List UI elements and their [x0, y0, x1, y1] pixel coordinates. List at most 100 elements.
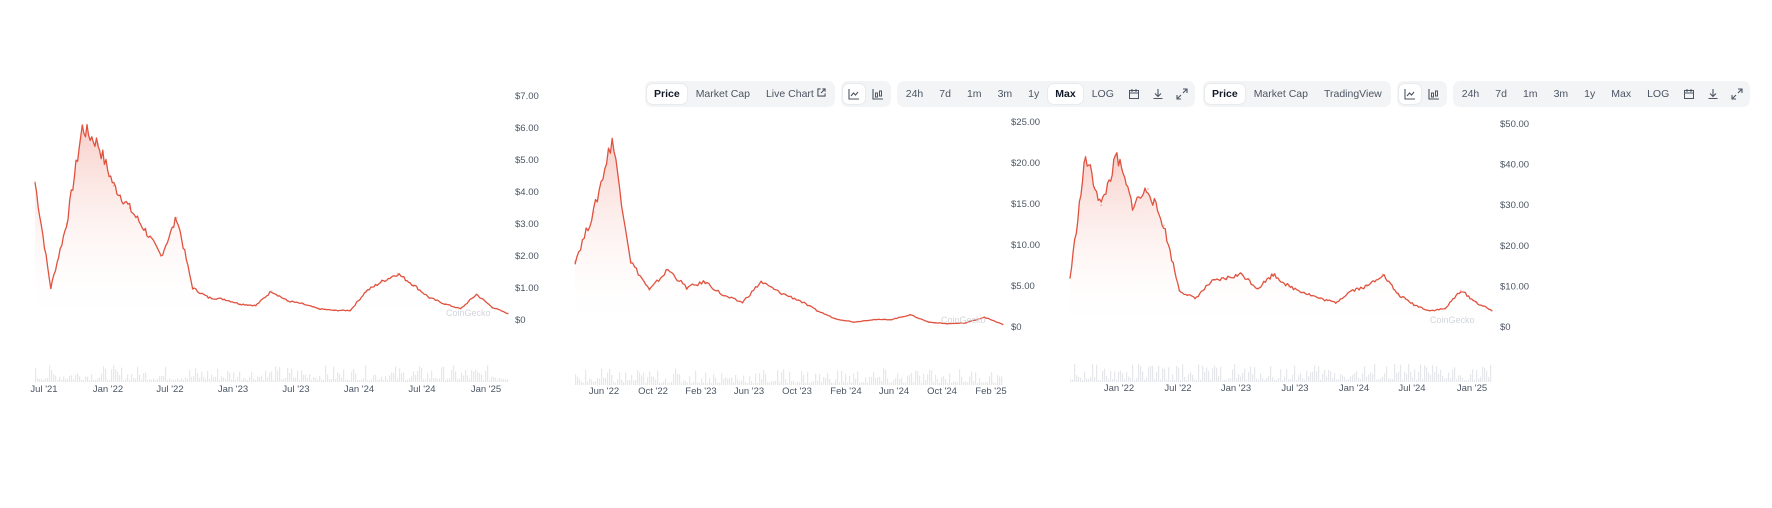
data-point	[65, 223, 68, 225]
data-point	[853, 321, 856, 324]
volume-bar	[1462, 377, 1464, 382]
range-24h[interactable]: 24h	[1461, 88, 1480, 100]
volume-bar	[1106, 375, 1108, 382]
volume-bar	[231, 379, 233, 382]
volume-bar	[677, 373, 679, 385]
line-chart-icon[interactable]	[1398, 84, 1421, 104]
tab-market-cap[interactable]: Market Cap	[695, 88, 750, 100]
volume-bar	[707, 383, 709, 385]
volume-bar	[791, 381, 793, 385]
volume-bar	[1460, 375, 1462, 382]
volume-bar	[1180, 380, 1182, 382]
volume-bar	[701, 378, 703, 385]
volume-bar	[833, 383, 835, 385]
tab-market-cap[interactable]: Market Cap	[1253, 88, 1308, 100]
range-max[interactable]: Max	[1048, 84, 1083, 104]
volume-bar	[1444, 378, 1446, 382]
data-point	[1397, 293, 1400, 296]
tab-tradingview[interactable]: TradingView	[1323, 88, 1382, 100]
data-point	[1084, 155, 1087, 158]
volume-bar	[483, 380, 485, 382]
line-chart-icon[interactable]	[842, 84, 865, 104]
y-tick-label: $0	[515, 315, 526, 326]
volume-bar	[1386, 366, 1388, 382]
volume-bar	[727, 378, 729, 385]
range-1y[interactable]: 1y	[1028, 88, 1040, 100]
data-point	[648, 289, 651, 292]
tab-price[interactable]: Price	[647, 84, 687, 104]
volume-bar	[191, 376, 193, 382]
volume-bar	[1366, 376, 1368, 382]
volume-bar	[1192, 374, 1194, 382]
data-point	[349, 309, 352, 312]
data-point	[128, 207, 131, 209]
volume-bar	[941, 377, 943, 385]
volume-bar	[1412, 377, 1414, 382]
volume-bar	[875, 378, 877, 385]
expand-icon[interactable]	[1171, 84, 1193, 104]
range-3m[interactable]: 3m	[1553, 88, 1569, 100]
data-point	[1225, 277, 1228, 280]
x-tick-label: Feb '25	[975, 386, 1006, 397]
range-3m[interactable]: 3m	[997, 88, 1013, 100]
volume-bar	[981, 382, 983, 385]
volume-bar	[1336, 379, 1338, 382]
calendar-icon[interactable]	[1123, 84, 1145, 104]
download-icon[interactable]	[1702, 84, 1724, 104]
volume-bar	[259, 377, 261, 382]
candlestick-chart-icon[interactable]	[867, 84, 889, 104]
range-max[interactable]: Max	[1611, 88, 1632, 100]
volume-bar	[1472, 369, 1474, 382]
volume-bar	[1226, 380, 1228, 382]
volume-bar	[1162, 367, 1164, 382]
x-tick-label: Feb '23	[685, 386, 716, 397]
range-1m[interactable]: 1m	[1522, 88, 1538, 100]
volume-bar	[1232, 369, 1234, 382]
volume-bar	[1430, 375, 1432, 382]
range-7d[interactable]: 7d	[1495, 88, 1507, 100]
volume-bar	[495, 377, 497, 382]
range-24h[interactable]: 24h	[905, 88, 924, 100]
tab-live-chart[interactable]: Live Chart	[759, 84, 833, 104]
download-icon[interactable]	[1147, 84, 1169, 104]
volume-bar	[273, 379, 275, 382]
calendar-icon[interactable]	[1678, 84, 1700, 104]
data-point	[1178, 289, 1181, 292]
volume-bar	[1124, 379, 1126, 382]
x-tick-label: Jul '24	[408, 384, 435, 395]
candlestick-chart-icon[interactable]	[1423, 84, 1445, 104]
volume-bar	[319, 376, 321, 382]
tab-price[interactable]: Price	[1205, 84, 1245, 104]
volume-bar	[131, 374, 133, 382]
volume-bar	[409, 378, 411, 382]
volume-bar	[1398, 371, 1400, 382]
data-point	[1350, 289, 1353, 292]
volume-bar	[453, 365, 455, 382]
volume-bar	[1134, 379, 1136, 382]
volume-bar	[905, 382, 907, 385]
volume-bar	[139, 374, 141, 382]
y-tick-label: $7.00	[515, 91, 539, 102]
range-log[interactable]: LOG	[1647, 88, 1670, 100]
volume-bar	[39, 379, 41, 382]
volume-bar	[607, 372, 609, 385]
volume-bar	[1414, 369, 1416, 382]
expand-icon[interactable]	[1726, 84, 1748, 104]
range-7d[interactable]: 7d	[939, 88, 951, 100]
volume-bar	[989, 376, 991, 385]
volume-bar	[957, 382, 959, 385]
volume-bar	[1374, 363, 1376, 382]
volume-bar	[1342, 375, 1344, 382]
volume-bar	[729, 378, 731, 385]
x-tick-label: Jan '24	[1339, 383, 1369, 394]
volume-bar	[81, 379, 83, 382]
volume-bar	[1094, 377, 1096, 382]
volume-bar	[935, 374, 937, 385]
range-1y[interactable]: 1y	[1584, 88, 1596, 100]
volume-bar	[593, 381, 595, 385]
volume-bar	[141, 379, 143, 382]
volume-bar	[1122, 373, 1124, 382]
data-point	[667, 268, 669, 271]
range-log[interactable]: LOG	[1091, 88, 1114, 100]
range-1m[interactable]: 1m	[966, 88, 982, 100]
